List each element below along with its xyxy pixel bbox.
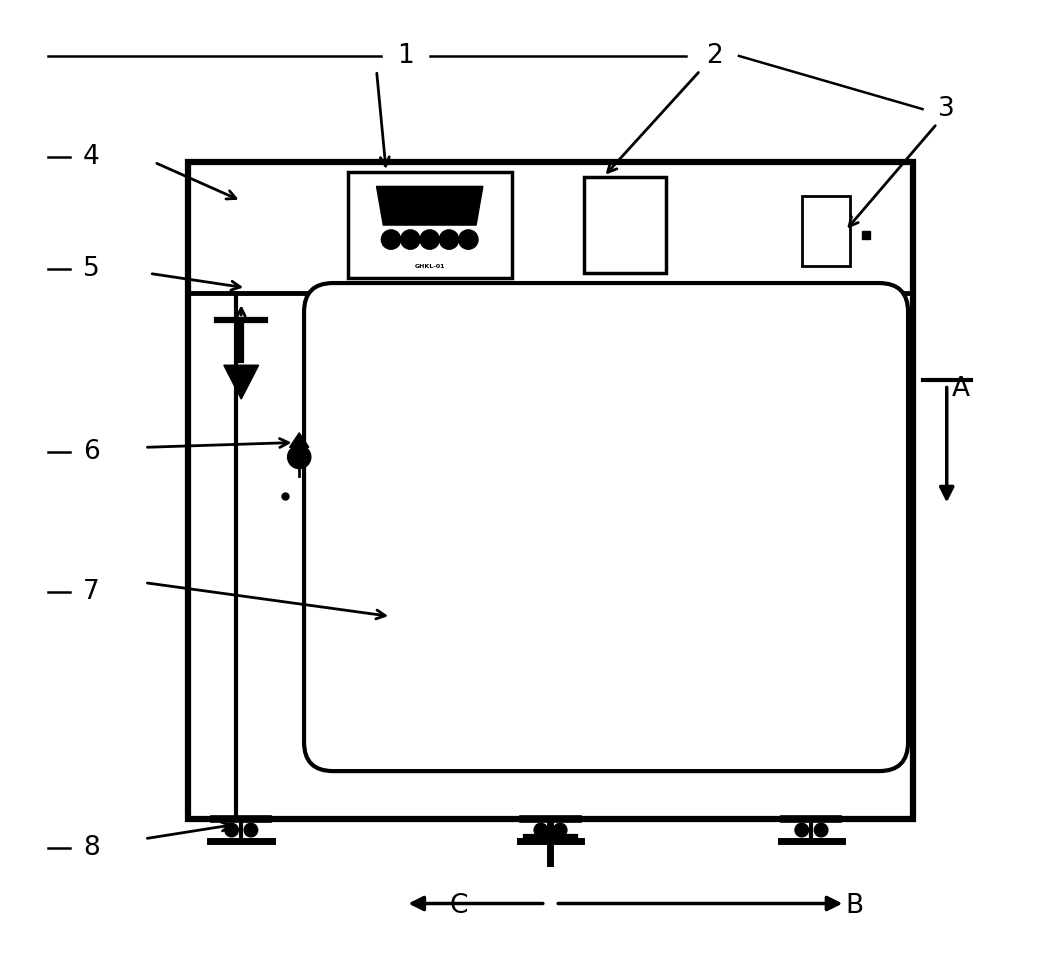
Text: 6: 6: [83, 439, 100, 466]
Circle shape: [554, 823, 567, 837]
Polygon shape: [290, 433, 309, 447]
Circle shape: [815, 823, 828, 837]
Text: 2: 2: [706, 43, 723, 69]
Text: 1: 1: [397, 43, 414, 69]
Text: B: B: [846, 893, 864, 920]
Circle shape: [382, 230, 401, 249]
Circle shape: [288, 445, 311, 469]
FancyBboxPatch shape: [802, 196, 850, 265]
Circle shape: [401, 230, 420, 249]
Circle shape: [439, 230, 459, 249]
Text: 8: 8: [83, 835, 100, 861]
FancyBboxPatch shape: [305, 283, 908, 771]
Circle shape: [534, 823, 548, 837]
FancyBboxPatch shape: [347, 172, 512, 278]
FancyBboxPatch shape: [584, 177, 666, 273]
Circle shape: [420, 230, 439, 249]
Circle shape: [244, 823, 258, 837]
Polygon shape: [377, 187, 483, 226]
Text: C: C: [450, 893, 468, 920]
Circle shape: [795, 823, 808, 837]
Text: 4: 4: [83, 145, 100, 170]
Circle shape: [459, 230, 478, 249]
Text: GHKL-01: GHKL-01: [414, 263, 445, 268]
Text: 5: 5: [83, 256, 100, 282]
FancyBboxPatch shape: [188, 162, 913, 819]
Text: 3: 3: [939, 96, 955, 122]
Text: A: A: [952, 376, 970, 402]
Polygon shape: [224, 365, 259, 399]
Text: 7: 7: [83, 579, 100, 606]
Circle shape: [225, 823, 239, 837]
